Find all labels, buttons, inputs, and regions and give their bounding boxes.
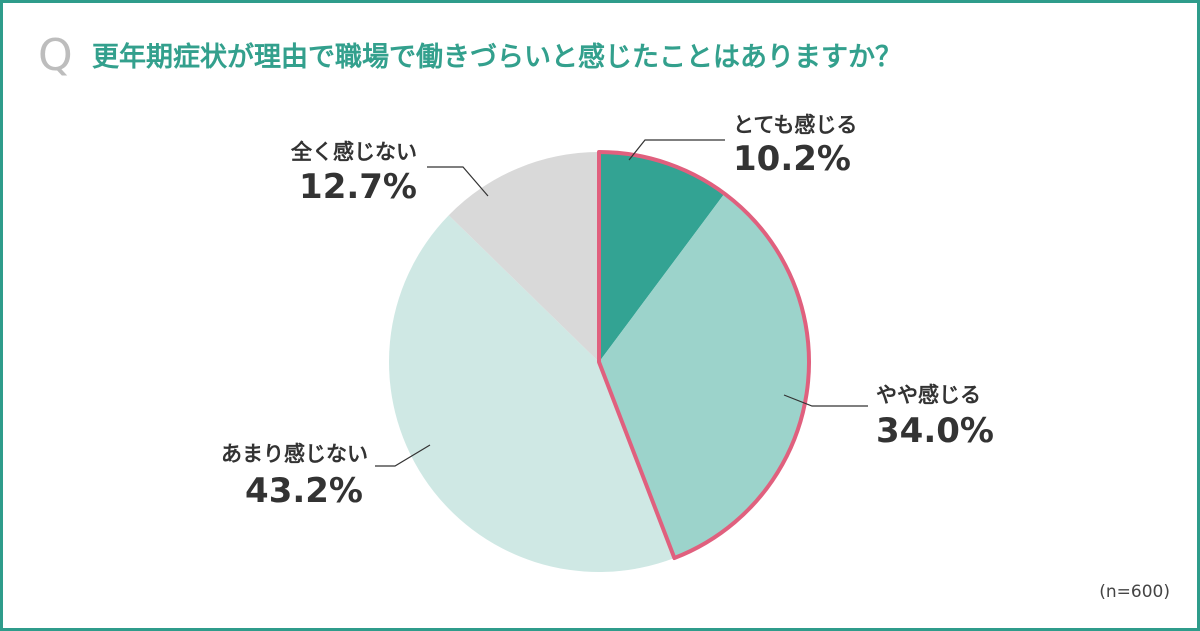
leader-line-2	[783, 394, 868, 407]
highlight-outline	[597, 150, 811, 561]
pie-slice-3	[388, 215, 675, 573]
question-title: 更年期症状が理由で職場で働きづらいと感じたことはありますか？	[92, 42, 902, 73]
slice-label-1: とても感じる	[733, 113, 857, 137]
slice-label-4: 全く感じない	[290, 140, 417, 164]
pie-slice-4	[448, 152, 599, 362]
pie-slice-2	[599, 193, 810, 559]
q-mark: Q	[38, 30, 73, 81]
slice-value-3: 43.2%	[245, 471, 363, 511]
leader-line-3	[375, 444, 431, 467]
slice-label-3: あまり感じない	[221, 442, 368, 466]
slice-value-1: 10.2%	[733, 139, 851, 179]
slice-value-2: 34.0%	[876, 411, 994, 451]
leader-line-4	[427, 166, 489, 197]
sample-size-note: (n=600)	[1099, 582, 1170, 602]
leader-line-1	[628, 139, 725, 161]
pie-slice-1	[599, 152, 725, 362]
slice-value-4: 12.7%	[299, 167, 417, 207]
slice-label-2: やや感じる	[876, 383, 981, 407]
